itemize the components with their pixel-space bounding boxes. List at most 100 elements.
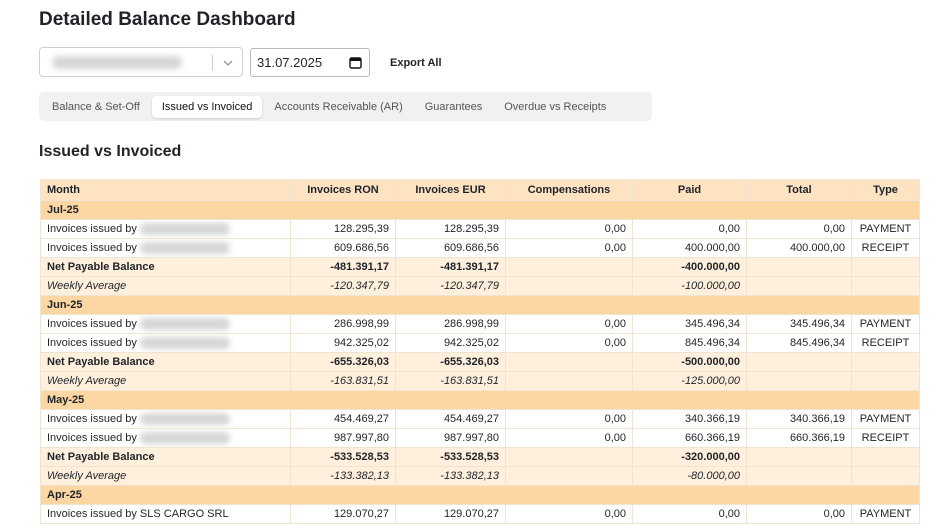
net-row: Net Payable Balance -533.528,53 -533.528,5… <box>40 447 920 467</box>
cell: Invoices issued by <box>40 219 291 239</box>
cell <box>505 276 633 296</box>
cell: -533.528,53 <box>290 447 396 467</box>
cell-text: 340.366,19 <box>684 413 740 425</box>
cell: 0,00 <box>632 219 747 239</box>
entity-select[interactable] <box>39 47 243 77</box>
cell-text: Invoices issued by <box>47 222 137 235</box>
cell-text: 454.469,27 <box>333 413 389 425</box>
cell: -163.831,51 <box>290 371 396 391</box>
page: Detailed Balance Dashboard 31.07.2025 Ex… <box>39 9 920 524</box>
page-title: Detailed Balance Dashboard <box>39 9 296 30</box>
cell: 128.295,39 <box>290 219 396 239</box>
cell <box>746 352 852 372</box>
cell: Invoices issued by <box>40 409 291 429</box>
cell: -400.000,00 <box>632 257 747 277</box>
cell: 340.366,19 <box>632 409 747 429</box>
cell-text: 609.686,56 <box>443 242 499 254</box>
cell-text: 0,00 <box>604 318 626 330</box>
tab[interactable]: Balance & Set-Off <box>52 100 140 113</box>
cell-text: Invoices issued by <box>47 241 137 254</box>
net-row: Net Payable Balance -481.391,17 -481.391,1… <box>40 257 920 277</box>
cell <box>746 447 852 467</box>
date-input[interactable]: 31.07.2025 <box>250 48 370 77</box>
cell-text: RECEIPT <box>861 432 910 444</box>
cell-text: 942.325,02 <box>333 337 389 349</box>
cell-text: 660.366,19 <box>789 432 845 444</box>
month-cell: Jun-25 <box>40 295 920 315</box>
weekly-row: Weekly Average -120.347,79 -120.347,79 -100… <box>40 276 920 296</box>
cell <box>851 466 920 486</box>
cell <box>746 276 852 296</box>
invoice-row: Invoices issued by SLS CARGO SRL 129.070,… <box>40 504 920 524</box>
cell-text: 0,00 <box>604 337 626 349</box>
cell-text: 0,00 <box>718 223 740 235</box>
cell: -120.347,79 <box>395 276 506 296</box>
month-row: Jul-25 <box>40 200 920 220</box>
cell-text: 0,00 <box>604 242 626 254</box>
cell <box>851 257 920 277</box>
cell-text: Invoices issued by <box>47 412 137 425</box>
cell <box>851 371 920 391</box>
cell-text: PAYMENT <box>859 508 912 520</box>
cell: PAYMENT <box>851 219 920 239</box>
cell <box>851 276 920 296</box>
date-value: 31.07.2025 <box>257 55 323 70</box>
blurred-name <box>139 432 230 445</box>
cell: 0,00 <box>505 333 633 353</box>
cell <box>851 352 920 372</box>
net-row: Net Payable Balance -655.326,03 -655.326,0… <box>40 352 920 372</box>
cell-text: Invoices issued by <box>47 317 137 330</box>
cell: 340.366,19 <box>746 409 852 429</box>
cell-text: 400.000,00 <box>789 242 845 254</box>
cell-text: 129.070,27 <box>443 508 499 520</box>
cell-text: 660.366,19 <box>684 432 740 444</box>
cell: 0,00 <box>746 504 852 524</box>
cell: -533.528,53 <box>395 447 506 467</box>
cell: PAYMENT <box>851 314 920 334</box>
tab[interactable]: Guarantees <box>424 100 483 113</box>
tab[interactable]: Overdue vs Receipts <box>504 100 607 113</box>
cell: 345.496,34 <box>746 314 852 334</box>
blurred-name <box>139 242 230 255</box>
cell: PAYMENT <box>851 409 920 429</box>
cell: Invoices issued by <box>40 428 291 448</box>
cell: 0,00 <box>505 504 633 524</box>
cell-text: RECEIPT <box>861 337 910 349</box>
cell: 942.325,02 <box>290 333 396 353</box>
cell: 454.469,27 <box>395 409 506 429</box>
cell: -80.000,00 <box>632 466 747 486</box>
tab[interactable]: Accounts Receivable (AR) <box>274 100 403 113</box>
cell-text: 0,00 <box>604 432 626 444</box>
cell-text: PAYMENT <box>859 318 912 330</box>
invoice-row: Invoices issued by 128.295,39 128.295,39 0,… <box>40 219 920 239</box>
cell: Invoices issued by <box>40 238 291 258</box>
tab[interactable]: Issued vs Invoiced <box>151 95 263 118</box>
cell <box>746 257 852 277</box>
balance-table: Month Invoices RON Invoices EUR Compensatio… <box>40 179 920 524</box>
cell-text: 0,00 <box>718 508 740 520</box>
cell: -655.326,03 <box>290 352 396 372</box>
cell <box>746 371 852 391</box>
cell <box>505 371 633 391</box>
cell: RECEIPT <box>851 428 920 448</box>
cell-text: 0,00 <box>823 508 845 520</box>
calendar-icon[interactable] <box>349 56 362 69</box>
blurred-name <box>139 223 230 236</box>
cell: RECEIPT <box>851 333 920 353</box>
export-button[interactable]: Export All <box>390 57 442 69</box>
cell: 845.496,34 <box>632 333 747 353</box>
cell: -133.382,13 <box>290 466 396 486</box>
cell: PAYMENT <box>851 504 920 524</box>
cell: 286.998,99 <box>290 314 396 334</box>
month-row: Apr-25 <box>40 485 920 505</box>
cell: Weekly Average <box>40 466 291 486</box>
weekly-row: Weekly Average -163.831,51 -163.831,51 -125… <box>40 371 920 391</box>
invoice-row: Invoices issued by 609.686,56 609.686,56 0,… <box>40 238 920 258</box>
cell-text: 340.366,19 <box>789 413 845 425</box>
cell: 129.070,27 <box>290 504 396 524</box>
cell-text: 286.998,99 <box>333 318 389 330</box>
cell: Invoices issued by SLS CARGO SRL <box>40 504 291 524</box>
column-header: Invoices EUR <box>395 179 506 201</box>
cell: 345.496,34 <box>632 314 747 334</box>
cell: 0,00 <box>505 219 633 239</box>
